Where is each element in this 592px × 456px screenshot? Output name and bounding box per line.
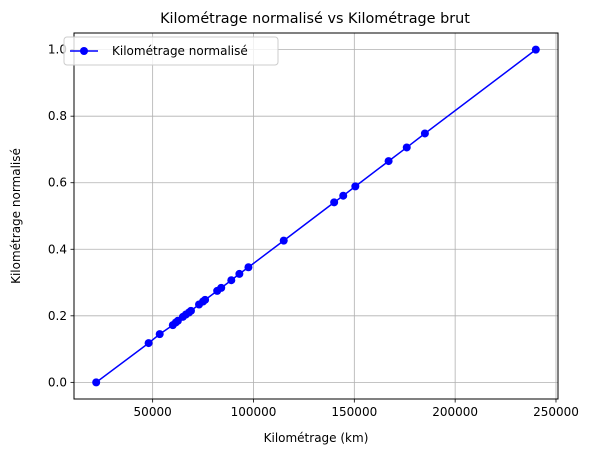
y-tick-label: 0.4 <box>48 242 67 256</box>
x-axis-label: Kilométrage (km) <box>264 431 369 445</box>
x-tick-label: 150000 <box>331 405 377 419</box>
data-point <box>420 129 429 138</box>
data-point <box>186 306 195 315</box>
series-layer <box>92 45 540 387</box>
data-point <box>201 295 210 304</box>
data-point <box>92 378 101 387</box>
data-point <box>217 283 226 292</box>
y-tick-label: 0.8 <box>48 109 67 123</box>
y-tick-label: 0.2 <box>48 309 67 323</box>
data-point <box>384 157 393 166</box>
ticks: 50000 100000 150000 200000 250000 0.0 0.2 0.4 0.… <box>48 43 579 419</box>
data-point <box>351 182 360 191</box>
data-point <box>144 339 153 348</box>
legend-marker-sample <box>80 47 88 55</box>
legend-box <box>63 36 279 66</box>
y-tick-label: 0.0 <box>48 375 67 389</box>
data-point <box>155 330 164 339</box>
data-point <box>227 276 236 285</box>
data-point <box>279 236 288 245</box>
data-point <box>244 263 253 272</box>
y-tick-label: 1.0 <box>48 43 67 57</box>
data-point <box>235 269 244 278</box>
legend: Kilométrage normalisé <box>63 36 279 66</box>
x-tick-label: 200000 <box>432 405 478 419</box>
y-axis-label: Kilométrage normalisé <box>9 148 23 284</box>
x-tick-label: 250000 <box>533 405 579 419</box>
data-point <box>339 191 348 200</box>
data-point <box>402 143 411 152</box>
y-tick-label: 0.6 <box>48 176 67 190</box>
data-point <box>531 45 540 54</box>
legend-label: Kilométrage normalisé <box>112 44 248 58</box>
x-tick-label: 50000 <box>134 405 172 419</box>
chart-title: Kilométrage normalisé vs Kilométrage bru… <box>160 11 470 27</box>
plot-frame <box>73 32 559 400</box>
x-tick-label: 100000 <box>231 405 277 419</box>
data-point <box>330 198 339 207</box>
